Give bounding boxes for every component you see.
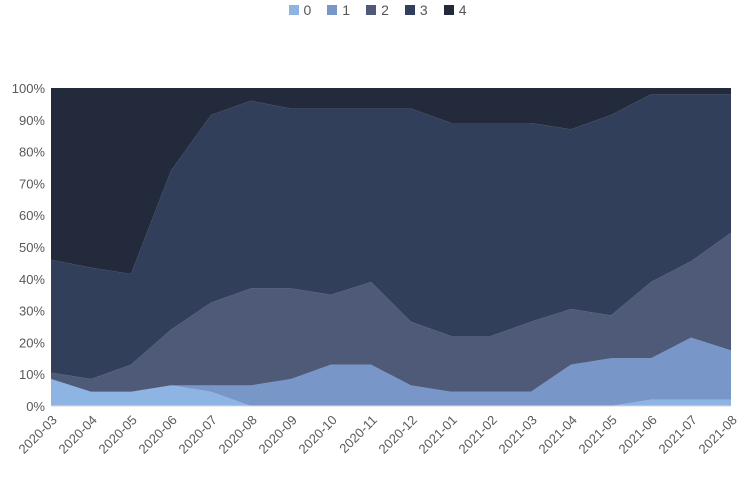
legend-swatch — [288, 5, 299, 15]
legend-label: 4 — [458, 2, 467, 18]
legend-item-3: 3 — [404, 2, 428, 18]
legend-swatch — [443, 5, 454, 15]
x-tick-label: 2021-08 — [696, 412, 740, 456]
legend-item-0: 0 — [288, 2, 312, 18]
x-tick-label: 2020-07 — [176, 412, 220, 456]
x-tick-label: 2020-04 — [56, 412, 100, 456]
x-tick-label: 2020-06 — [136, 412, 180, 456]
x-tick-label: 2021-05 — [576, 412, 620, 456]
x-tick-label: 2020-08 — [216, 412, 260, 456]
x-tick-label: 2020-05 — [96, 412, 140, 456]
x-tick-label: 2021-04 — [536, 412, 580, 456]
y-tick-label: 50% — [19, 240, 45, 255]
y-tick-label: 60% — [19, 208, 45, 223]
x-tick-label: 2020-12 — [376, 412, 420, 456]
legend-swatch — [404, 5, 415, 15]
legend-item-4: 4 — [443, 2, 467, 18]
y-axis: 0% 10% 20% 30% 40% 50% 60% 70% 80% 90% 100% — [12, 81, 46, 414]
y-tick-label: 40% — [19, 272, 45, 287]
x-tick-label: 2021-03 — [496, 412, 540, 456]
area-series-3 — [51, 94, 731, 379]
x-tick-label: 2021-01 — [416, 412, 460, 456]
x-axis: 2020-032020-042020-052020-062020-072020-… — [16, 405, 740, 457]
x-tick-label: 2021-06 — [616, 412, 660, 456]
y-tick-label: 90% — [19, 113, 45, 128]
legend-label: 3 — [419, 2, 428, 18]
legend-item-1: 1 — [327, 2, 350, 18]
area-series-2 — [51, 232, 731, 392]
y-tick-label: 10% — [19, 367, 45, 382]
y-tick-label: 20% — [19, 335, 45, 350]
legend-label: 2 — [381, 2, 389, 18]
area-series-0 — [51, 378, 731, 406]
y-tick-label: 70% — [19, 176, 45, 191]
area-series-4 — [51, 88, 731, 275]
legend-label: 1 — [342, 2, 351, 18]
y-tick-label: 100% — [12, 81, 46, 96]
x-tick-label: 2021-07 — [656, 412, 700, 456]
area-series-group — [51, 88, 731, 406]
area-series-1 — [51, 337, 731, 406]
y-tick-label: 0% — [26, 399, 45, 414]
x-tick-label: 2020-09 — [256, 412, 300, 456]
x-tick-label: 2021-02 — [456, 412, 500, 456]
legend-swatch — [366, 5, 377, 15]
chart-legend: 0 1 2 3 4 — [0, 2, 755, 18]
x-tick-label: 2020-10 — [296, 412, 340, 456]
x-tick-label: 2020-11 — [336, 412, 380, 456]
x-tick-label: 2020-03 — [16, 412, 60, 456]
y-tick-label: 30% — [19, 304, 45, 319]
legend-swatch — [327, 5, 338, 15]
y-tick-label: 80% — [19, 145, 45, 160]
legend-label: 0 — [303, 2, 312, 18]
legend-item-2: 2 — [366, 2, 389, 18]
